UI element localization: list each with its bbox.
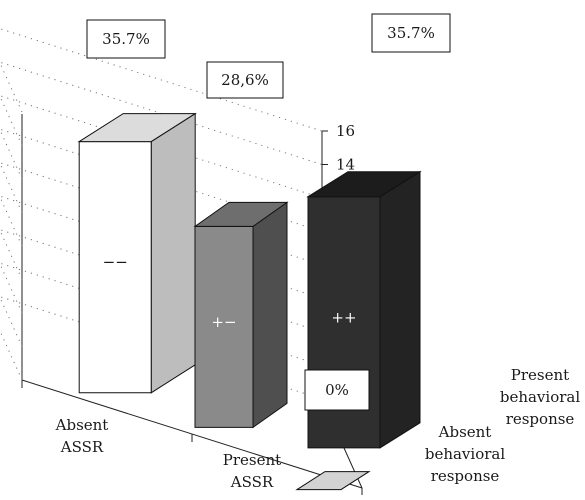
bar-side-face [252,201,288,429]
value-tick-label: 16 [336,122,355,140]
bar-plus-minus: +− [193,201,289,429]
bar-label: −− [103,253,128,271]
bar-minus-minus: −− [77,112,197,394]
percent-callout-label: 35.7% [387,24,435,42]
depth-category-label: response [431,467,500,485]
depth-category-label: Absent [438,423,492,441]
percent-callout-box [304,369,370,411]
percent-callout: 35.7% [86,19,166,59]
bar-top-face [306,171,422,198]
gridline [0,128,323,232]
labels-layer: 35.7% 28,6% 35.7% 0% [86,13,451,411]
value-tick-label: 14 [336,156,355,174]
x-category-label: Present [223,451,281,469]
bar-flat-face [295,471,371,491]
percent-callout: 35.7% [371,13,451,53]
x-category-label: ASSR [60,438,104,456]
bar-label: ++ [331,308,356,326]
percent-callout-label: 28,6% [221,71,269,89]
percent-callout-box [206,61,284,99]
percent-callout: 0% [304,369,370,411]
x-category-label: ASSR [230,473,274,491]
depth-category-label: behavioral [500,388,580,406]
depth-category-label: behavioral [425,445,505,463]
bar-zero [295,471,371,491]
gridline [0,61,323,165]
gridline [0,95,323,199]
depth-category-label: response [506,410,575,428]
bar-top-face [193,201,289,227]
bar-side-face [150,112,196,394]
percent-callout-label: 0% [325,381,349,399]
percent-callout-box [86,19,166,59]
x-category-label: Absent [55,416,109,434]
bars-layer: −− +− ++ [77,112,422,491]
percent-callout: 28,6% [206,61,284,99]
bar-side-face [379,170,421,449]
percent-callout-label: 35.7% [102,30,150,48]
depth-category-label: Present [511,366,569,384]
bar-label: +− [211,313,236,331]
bar-top-face [77,113,197,143]
percent-callout-box [371,13,451,53]
